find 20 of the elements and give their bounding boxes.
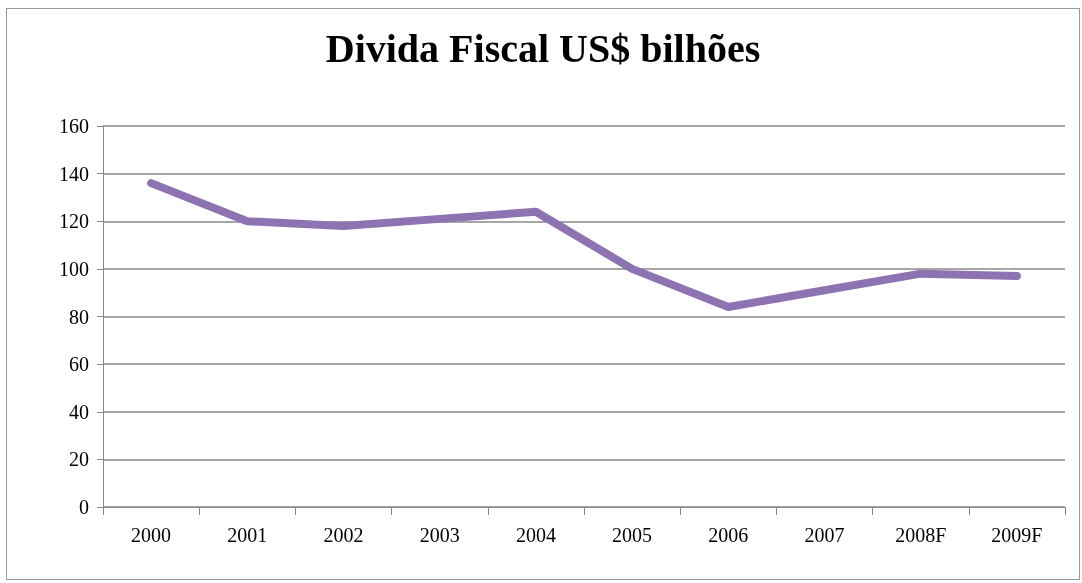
x-tick-label: 2000 [131, 524, 172, 546]
y-tick-label: 20 [69, 448, 89, 471]
x-tick-label: 2005 [612, 524, 653, 546]
y-tick-label: 80 [69, 305, 89, 328]
x-tick-label: 2002 [323, 524, 364, 546]
x-tick-label: 2003 [419, 524, 460, 546]
y-tick-label: 140 [59, 162, 89, 185]
y-tick-label: 0 [79, 496, 89, 518]
chart-title: Divida Fiscal US$ bilhões [325, 25, 761, 71]
x-tick-label: 2004 [515, 524, 556, 546]
x-tick-label: 2009F [991, 524, 1043, 546]
x-tick-label: 2008F [895, 524, 947, 546]
x-tick-label: 2006 [708, 524, 749, 546]
y-tick-label: 160 [59, 115, 89, 137]
x-tick-label: 2007 [804, 524, 845, 546]
y-tick-label: 120 [59, 210, 89, 233]
y-tick-label: 100 [59, 257, 89, 280]
y-tick-label: 60 [69, 353, 89, 376]
y-tick-label: 40 [69, 400, 89, 423]
x-tick-label: 2001 [227, 524, 268, 546]
